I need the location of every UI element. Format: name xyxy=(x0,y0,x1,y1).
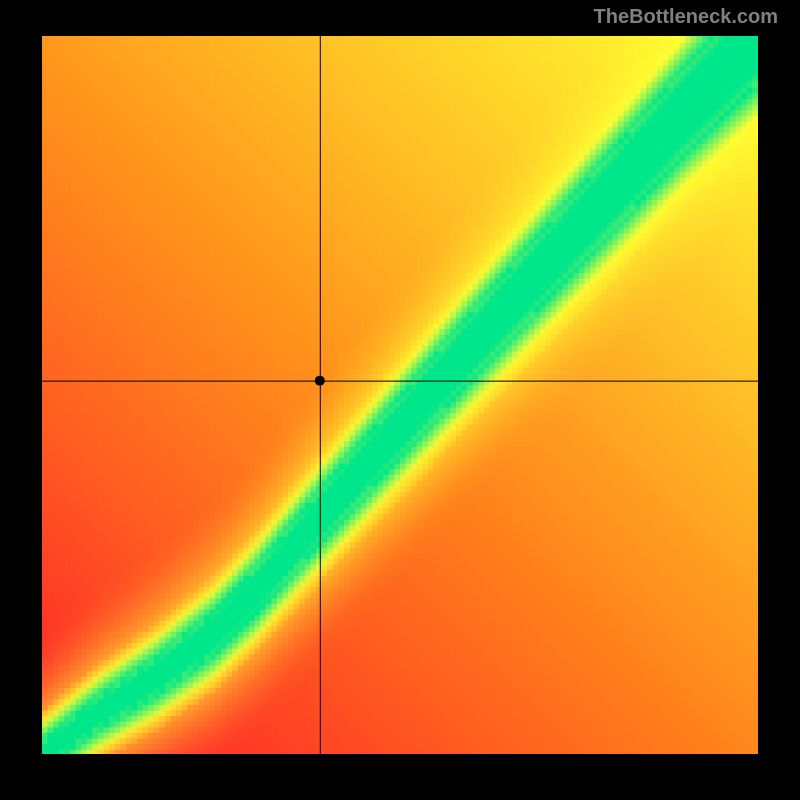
watermark-text: TheBottleneck.com xyxy=(594,6,778,29)
bottleneck-heatmap xyxy=(42,36,758,754)
